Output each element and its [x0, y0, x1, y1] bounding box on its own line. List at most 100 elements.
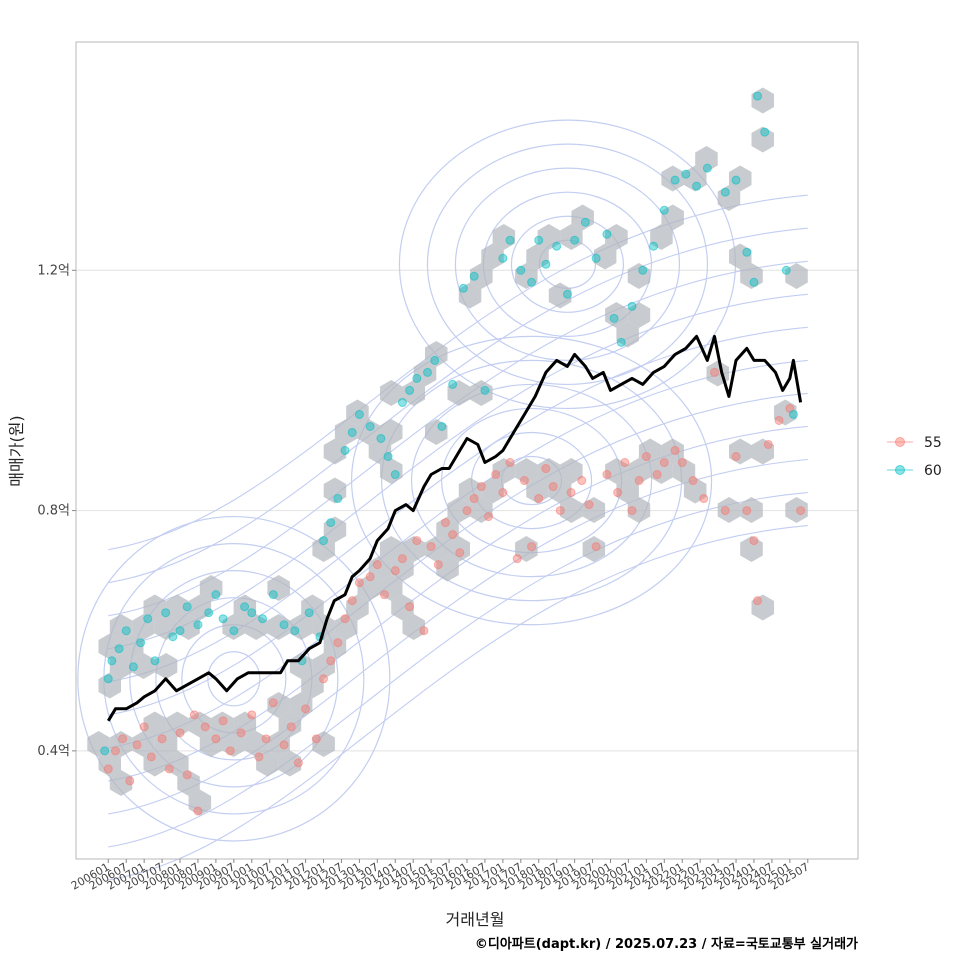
- hexbin: [109, 614, 133, 640]
- density-contour: [129, 570, 339, 788]
- hexbin: [650, 224, 673, 250]
- hexbin: [729, 165, 752, 192]
- point-60: [136, 638, 146, 648]
- point-55: [731, 452, 741, 462]
- hexbin: [605, 224, 628, 250]
- point-55: [211, 734, 221, 744]
- density-contour: [108, 260, 808, 617]
- point-55: [319, 674, 329, 684]
- hexbin: [593, 243, 617, 270]
- scatter-points: [100, 91, 806, 816]
- point-60: [638, 265, 648, 275]
- hexbin: [571, 204, 594, 231]
- point-55: [218, 716, 228, 726]
- hexbin: [492, 224, 516, 250]
- point-55: [372, 560, 382, 570]
- point-55: [720, 506, 730, 516]
- hexbin: [323, 438, 347, 465]
- point-55: [433, 560, 443, 570]
- point-55: [602, 470, 612, 480]
- point-60: [541, 259, 551, 269]
- hexbin: [470, 497, 493, 523]
- point-55: [311, 734, 321, 744]
- point-60: [469, 271, 479, 281]
- density-contour: [108, 525, 808, 881]
- point-60: [616, 337, 626, 347]
- point-60: [319, 536, 329, 546]
- hexbin: [537, 224, 561, 250]
- point-55: [519, 476, 529, 486]
- hexbin: [751, 594, 774, 621]
- hexbin: [582, 536, 606, 562]
- point-55: [627, 506, 637, 516]
- point-55: [419, 626, 429, 636]
- point-55: [541, 464, 551, 474]
- point-55: [742, 506, 752, 516]
- point-55: [397, 554, 407, 564]
- hexbin: [87, 731, 110, 757]
- point-55: [469, 494, 479, 504]
- point-55: [365, 572, 375, 582]
- hexbin: [661, 438, 684, 465]
- point-55: [110, 746, 120, 756]
- hexbin: [166, 594, 189, 621]
- hexbin: [312, 653, 335, 679]
- hexbin: [368, 438, 392, 465]
- hexbin: [109, 770, 133, 796]
- point-60: [649, 241, 659, 251]
- hexbin: [256, 750, 279, 777]
- hexbin: [301, 672, 324, 699]
- point-60: [498, 253, 508, 263]
- hexbin: [199, 731, 223, 757]
- point-55: [132, 740, 142, 750]
- point-60: [670, 175, 680, 185]
- density-contour: [350, 335, 713, 626]
- hexbin: [199, 575, 223, 601]
- hexbin: [650, 458, 673, 484]
- hexbin: [166, 750, 189, 777]
- hexbin: [380, 575, 403, 601]
- hexbin: [98, 633, 121, 660]
- hexbin: [380, 419, 403, 445]
- point-60: [788, 409, 798, 419]
- point-55: [613, 488, 623, 498]
- hexbin: [166, 711, 189, 738]
- point-55: [620, 458, 630, 468]
- hexbin: [548, 282, 572, 309]
- point-55: [103, 764, 113, 774]
- hexbin: [627, 302, 651, 328]
- hexbin: [638, 438, 662, 465]
- hexbin: [515, 263, 538, 289]
- point-60: [552, 241, 562, 251]
- point-60: [103, 674, 113, 684]
- point-60: [347, 427, 357, 437]
- point-55: [634, 476, 644, 486]
- hexbin: [289, 614, 313, 640]
- hexbin: [244, 614, 268, 640]
- hexbin: [413, 360, 437, 387]
- point-55: [236, 728, 246, 738]
- hexbin: [751, 87, 774, 114]
- point-55: [534, 494, 544, 504]
- point-55: [753, 596, 763, 606]
- point-55: [548, 482, 558, 492]
- point-60: [161, 608, 171, 618]
- point-60: [211, 590, 221, 600]
- point-55: [379, 590, 389, 600]
- density-contour: [108, 492, 808, 848]
- hexbin: [425, 419, 448, 445]
- hexbin: [729, 438, 752, 465]
- point-60: [692, 181, 702, 191]
- point-55: [405, 602, 415, 612]
- point-60: [437, 421, 447, 431]
- point-60: [340, 446, 350, 455]
- hexbin: [312, 536, 335, 562]
- point-55: [749, 536, 759, 546]
- point-55: [652, 470, 662, 480]
- point-60: [333, 494, 343, 504]
- hexbin: [278, 711, 302, 738]
- point-60: [423, 367, 433, 377]
- point-55: [326, 656, 336, 666]
- point-60: [365, 421, 375, 431]
